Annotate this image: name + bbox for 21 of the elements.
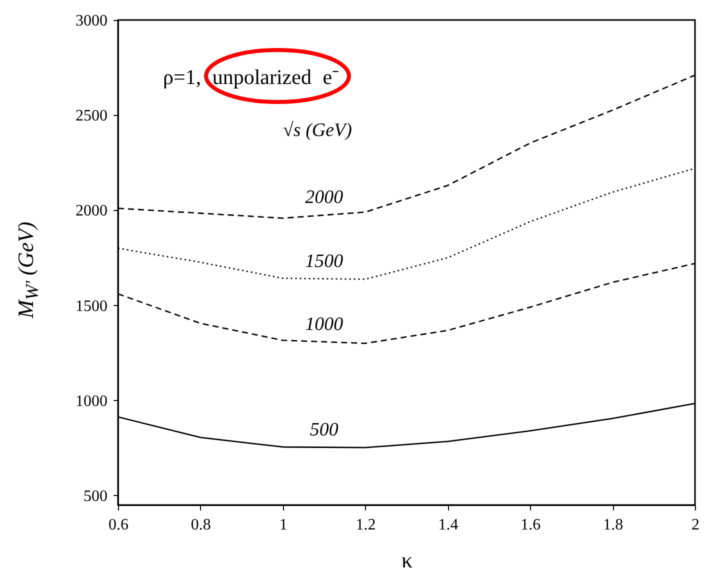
x-tick-label: 1.8 (603, 516, 624, 534)
y-tick-label: 2500 (76, 108, 108, 125)
series-label: 1000 (305, 314, 344, 335)
x-tick-label: 0.6 (108, 516, 128, 534)
x-tick-label: 1 (279, 516, 288, 534)
series-label: 2000 (305, 187, 344, 208)
series-label: 500 (310, 419, 339, 440)
x-tick-label: 2 (692, 516, 700, 534)
y-tick-label: 1500 (76, 298, 108, 315)
series-label: 1500 (305, 250, 344, 272)
y-tick-label: 1000 (76, 392, 108, 410)
x-tick-label: 1.6 (520, 516, 541, 534)
legend-title: √s (GeV) (283, 120, 352, 142)
annotation: ρ=1, unpolarized e⁻ (163, 64, 340, 90)
x-axis-title: κ (401, 548, 413, 572)
y-tick-label: 2000 (76, 202, 108, 220)
x-tick-label: 1.4 (438, 516, 458, 534)
x-tick-label: 1.2 (356, 516, 376, 534)
y-tick-label: 3000 (76, 12, 108, 30)
x-tick-label: 0.8 (190, 516, 211, 534)
y-tick-label: 500 (84, 488, 108, 505)
